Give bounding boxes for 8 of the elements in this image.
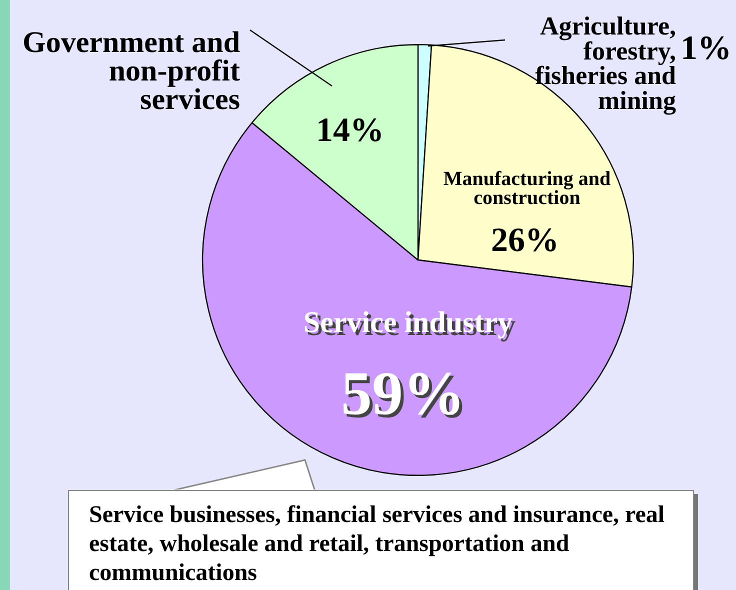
text: Service businesses, financial services and insurance, real estate, wholesale and retail, transportation and communications [89,501,666,588]
slice-label: Manufacturing and construction [443,168,611,210]
slice-label: Government and non-profit services [22,26,240,116]
data-label: 26% [491,222,559,259]
data-label: 1% [680,30,732,67]
data-label: 59% [344,363,468,432]
data-label: 14% [316,112,384,149]
slice-label: Agriculture, forestry, fisheries and mining [535,12,677,115]
